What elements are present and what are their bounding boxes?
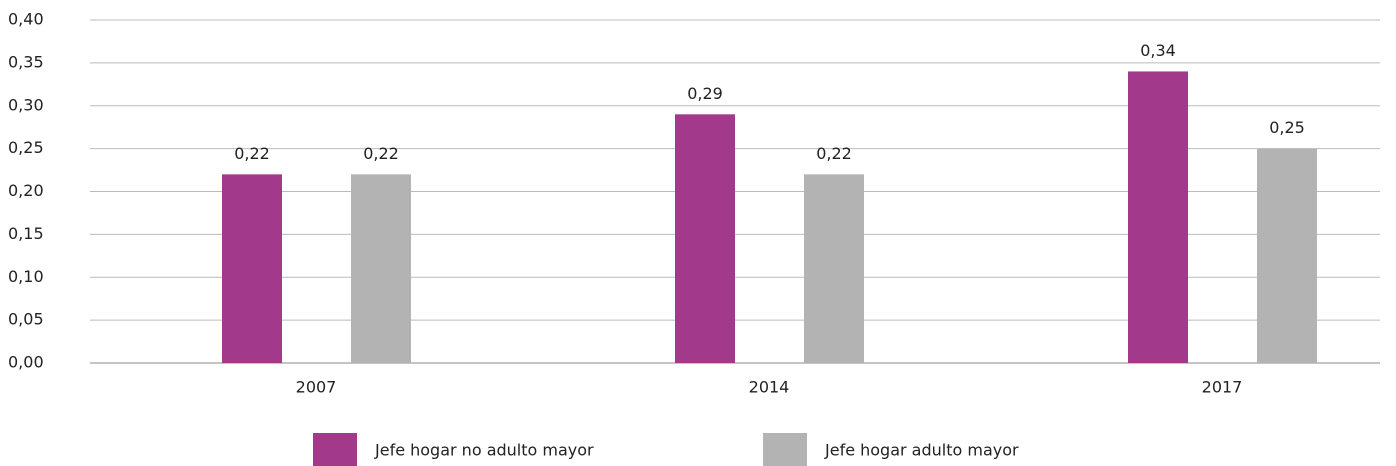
y-tick-label: 0,40 bbox=[8, 10, 44, 29]
bar bbox=[675, 114, 735, 363]
data-label: 0,22 bbox=[816, 144, 852, 163]
data-label: 0,22 bbox=[234, 144, 270, 163]
legend-label: Jefe hogar no adulto mayor bbox=[374, 441, 594, 460]
y-tick-label: 0,05 bbox=[8, 310, 44, 329]
x-tick-label: 2017 bbox=[1202, 378, 1243, 397]
data-label: 0,34 bbox=[1140, 41, 1176, 60]
data-label: 0,25 bbox=[1269, 118, 1305, 137]
data-label: 0,22 bbox=[363, 144, 399, 163]
x-tick-label: 2007 bbox=[296, 378, 337, 397]
bar bbox=[1128, 71, 1188, 363]
y-tick-label: 0,35 bbox=[8, 52, 44, 71]
legend-swatch bbox=[313, 433, 357, 466]
y-tick-label: 0,10 bbox=[8, 267, 44, 286]
y-tick-label: 0,20 bbox=[8, 181, 44, 200]
bar bbox=[222, 174, 282, 363]
x-tick-label: 2014 bbox=[749, 378, 790, 397]
data-label: 0,29 bbox=[687, 84, 723, 103]
legend-swatch bbox=[763, 433, 807, 466]
legend-label: Jefe hogar adulto mayor bbox=[824, 441, 1019, 460]
y-tick-label: 0,30 bbox=[8, 95, 44, 114]
bar bbox=[351, 174, 411, 363]
y-tick-label: 0,25 bbox=[8, 138, 44, 157]
bar bbox=[1257, 148, 1317, 363]
y-tick-label: 0,00 bbox=[8, 353, 44, 372]
y-tick-label: 0,15 bbox=[8, 224, 44, 243]
bar bbox=[804, 174, 864, 363]
